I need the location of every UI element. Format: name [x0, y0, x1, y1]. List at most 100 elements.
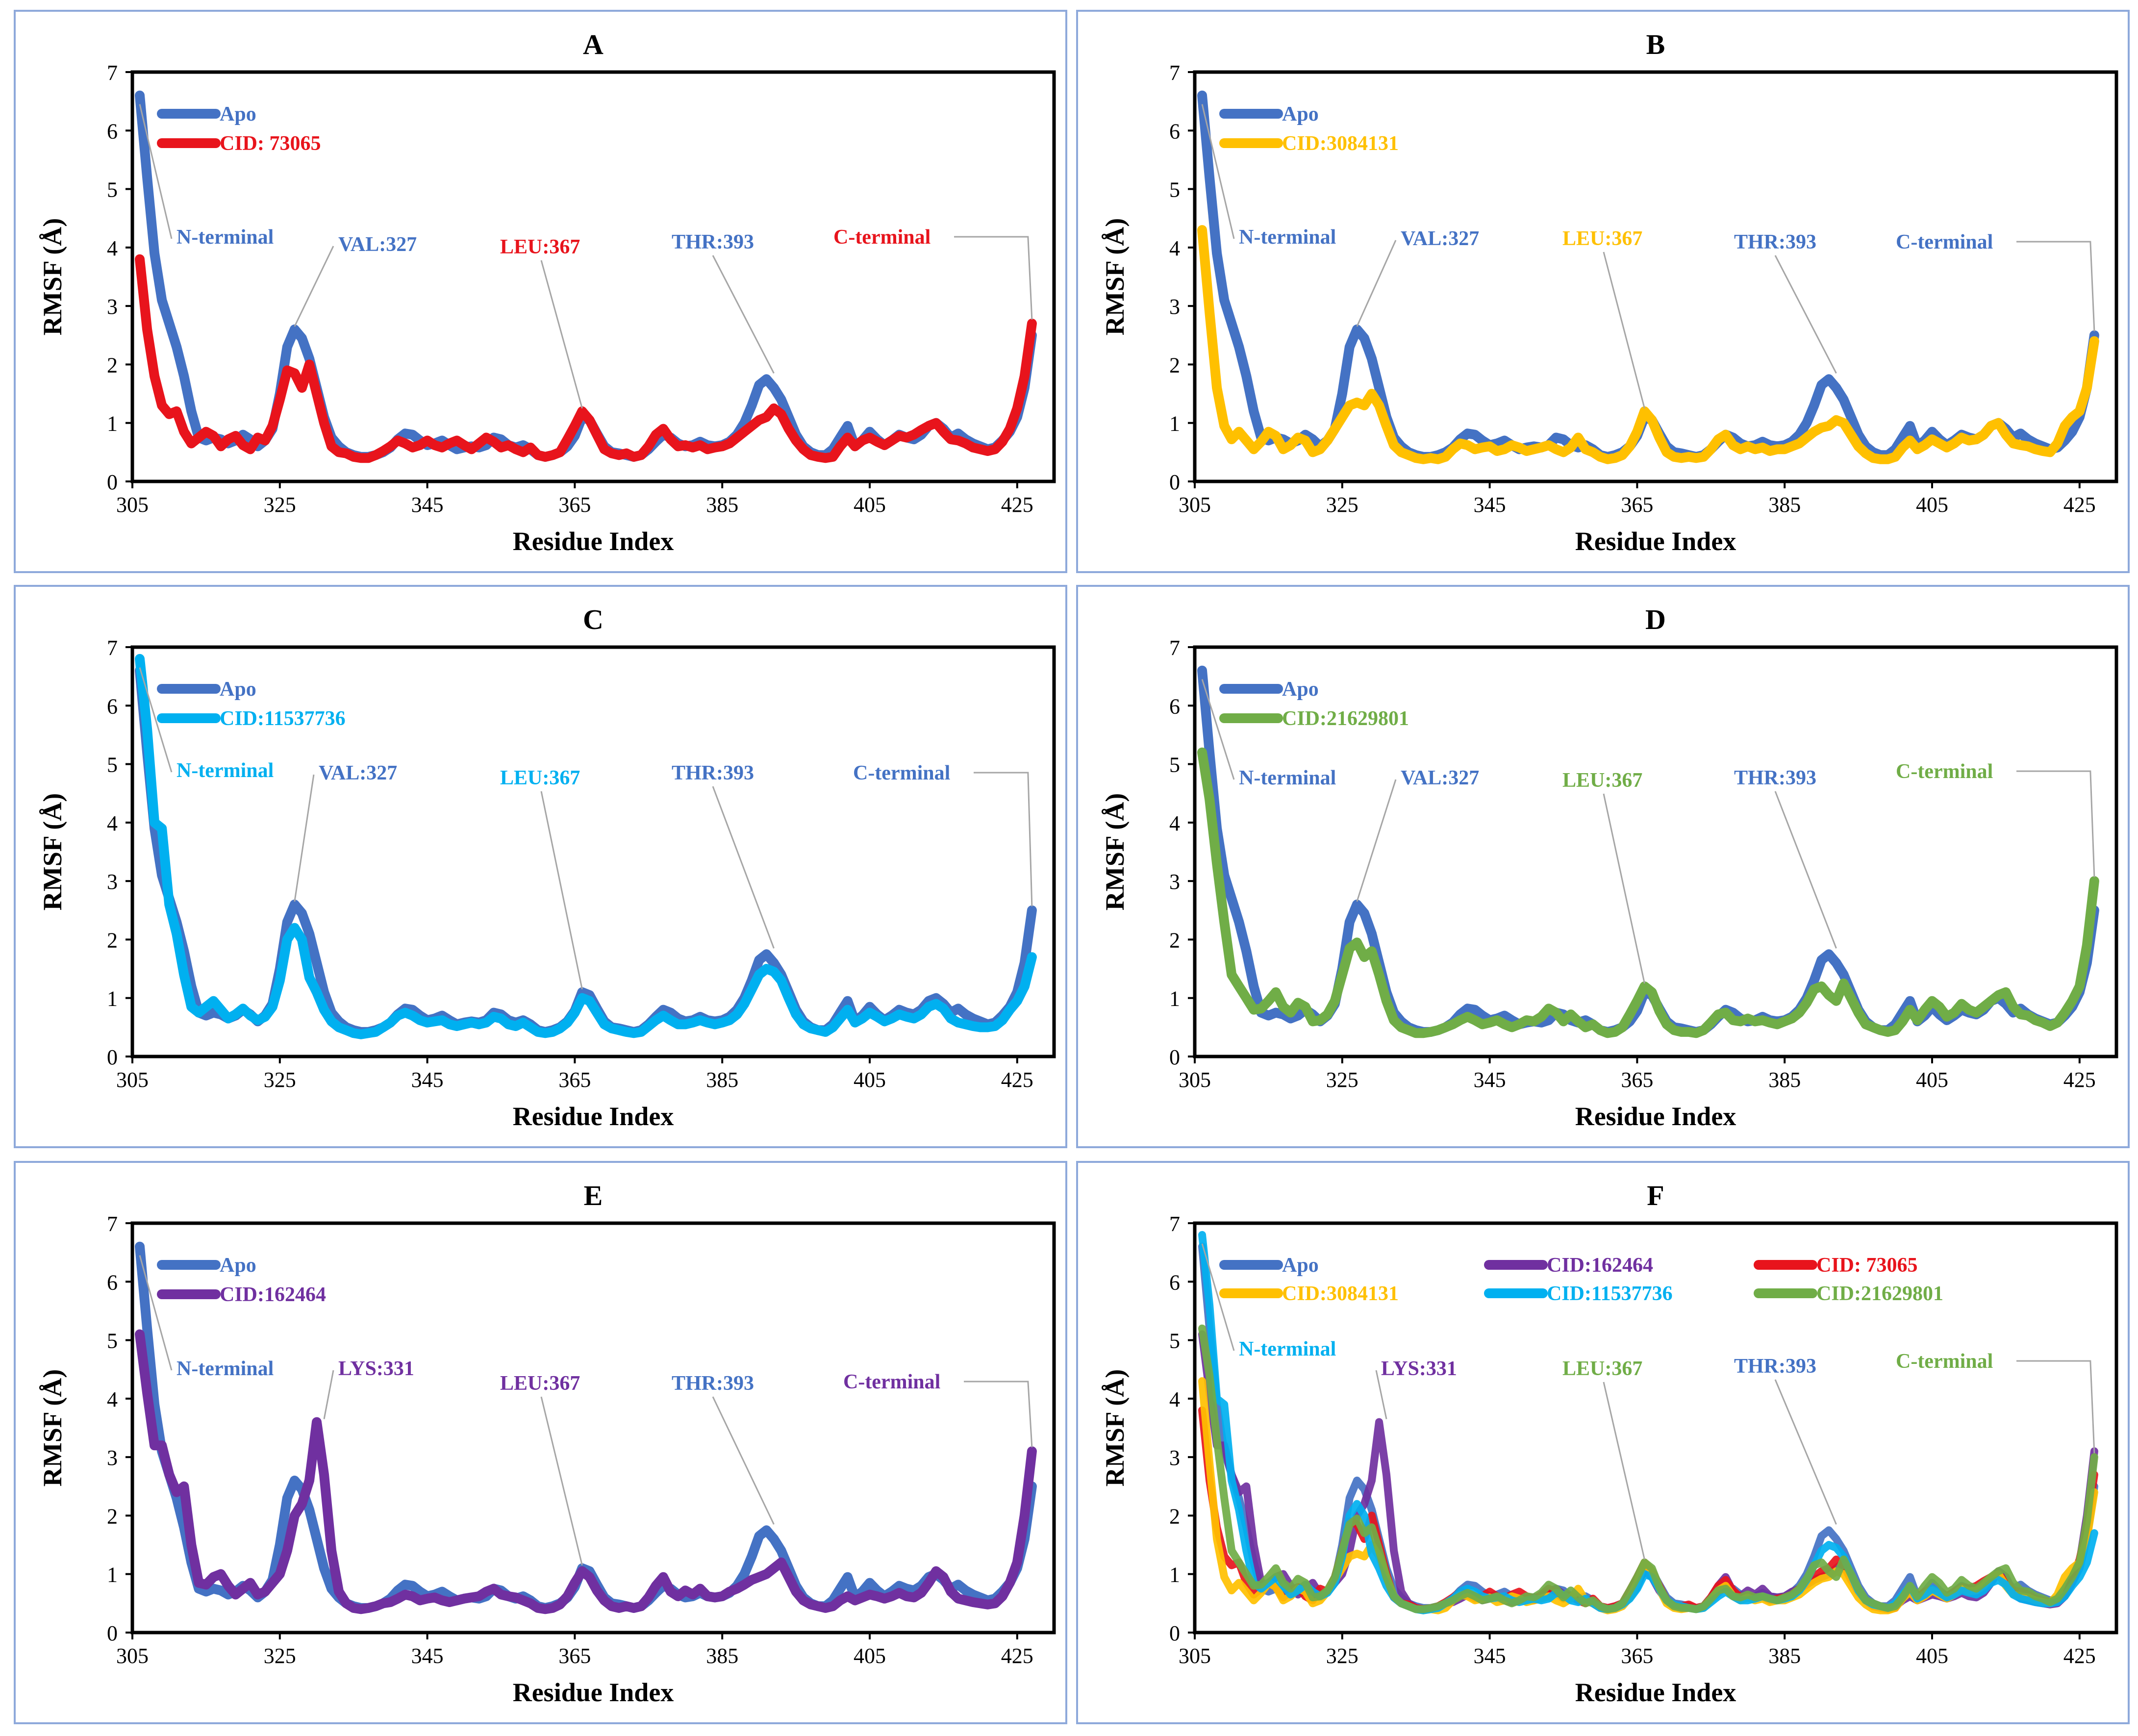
legend-label: CID: 73065: [220, 132, 321, 155]
annotation-label: LYS:331: [1381, 1358, 1457, 1380]
y-tick-label: 2: [1169, 353, 1180, 377]
y-tick-label: 1: [107, 1563, 118, 1587]
leader-line: [1774, 791, 1837, 949]
legend-label: CID:162464: [220, 1283, 326, 1306]
x-axis-label: Residue Index: [1575, 1102, 1736, 1131]
y-tick-label: 6: [107, 694, 118, 718]
y-tick-label: 3: [1169, 295, 1180, 319]
x-axis-label: Residue Index: [513, 527, 674, 556]
y-tick-label: 3: [107, 1446, 118, 1470]
y-tick-label: 3: [107, 870, 118, 894]
legend-label: Apo: [220, 1254, 256, 1277]
x-tick-label: 345: [1474, 493, 1506, 517]
y-tick-label: 7: [1169, 1212, 1180, 1236]
y-tick-label: 4: [1169, 1387, 1180, 1411]
y-tick-label: 7: [1169, 61, 1180, 85]
leader-line: [139, 667, 173, 773]
annotation-label: THR:393: [1734, 231, 1816, 253]
legend-label: CID:11537736: [1547, 1283, 1673, 1305]
panel-border: [1076, 10, 2130, 573]
y-axis-label: RMSF (Å): [1100, 218, 1130, 335]
y-tick-label: 6: [1169, 119, 1180, 143]
legend-label: CID:3084131: [1282, 132, 1399, 155]
series-line-cid11537736: [1198, 1231, 2098, 1614]
x-tick-label: 385: [706, 493, 738, 517]
y-tick-label: 3: [1169, 870, 1180, 894]
chart-title: E: [584, 1180, 603, 1211]
x-tick-label: 405: [1916, 493, 1948, 517]
leader-line: [540, 1396, 583, 1566]
y-tick-label: 5: [107, 1329, 118, 1353]
x-tick-label: 385: [706, 1644, 738, 1668]
x-tick-label: 425: [1001, 1644, 1033, 1668]
x-axis-label: Residue Index: [1575, 527, 1736, 556]
leader-line: [540, 791, 583, 990]
y-tick-label: 1: [1169, 1563, 1180, 1587]
annotation-label: LEU:367: [500, 1372, 580, 1395]
y-tick-label: 1: [1169, 987, 1180, 1011]
annotation-label: N-terminal: [1239, 1338, 1336, 1360]
y-tick-label: 6: [1169, 1270, 1180, 1294]
y-tick-label: 5: [1169, 753, 1180, 777]
x-tick-label: 385: [1768, 493, 1801, 517]
x-tick-label: 385: [1768, 1644, 1801, 1668]
x-tick-label: 325: [1326, 493, 1358, 517]
y-tick-label: 7: [1169, 636, 1180, 660]
legend-label: Apo: [1282, 1254, 1319, 1277]
y-tick-label: 0: [107, 1621, 118, 1645]
x-tick-label: 305: [1179, 493, 1211, 517]
x-tick-label: 405: [1916, 1644, 1948, 1668]
x-tick-label: 305: [1179, 1644, 1211, 1668]
leader-line: [1201, 679, 1235, 780]
x-tick-label: 365: [1621, 493, 1653, 517]
annotation-label: VAL:327: [1401, 767, 1479, 789]
legend-label: CID:162464: [1547, 1254, 1653, 1277]
leader-line: [139, 104, 173, 239]
y-tick-label: 7: [107, 636, 118, 660]
series-line-cid3084131: [1197, 225, 2099, 464]
annotation-label: C-terminal: [833, 226, 931, 249]
y-tick-label: 5: [107, 753, 118, 777]
annotation-label: VAL:327: [319, 762, 397, 784]
annotation-label: THR:393: [672, 231, 754, 253]
chart-title: B: [1646, 28, 1665, 60]
annotation-label: LEU:367: [1562, 227, 1642, 250]
annotation-label: VAL:327: [338, 233, 417, 256]
series-line-cid21629801: [1198, 1324, 2098, 1613]
plot-area: [1193, 645, 2118, 1058]
annotation-label: VAL:327: [1401, 227, 1479, 250]
annotation-label: THR:393: [672, 1372, 754, 1395]
leader-line: [2016, 770, 2095, 878]
y-tick-label: 4: [107, 811, 118, 835]
plot-area: [130, 70, 1056, 483]
x-tick-label: 325: [264, 1068, 296, 1092]
annotation-label: C-terminal: [1896, 1350, 1993, 1373]
annotation-label: LEU:367: [1562, 1358, 1642, 1380]
x-axis-label: Residue Index: [513, 1678, 674, 1707]
leader-line: [294, 246, 334, 327]
annotation-label: C-terminal: [843, 1371, 940, 1393]
legend-label: CID:21629801: [1816, 1283, 1943, 1305]
x-tick-label: 325: [264, 1644, 296, 1668]
y-tick-label: 0: [107, 1045, 118, 1069]
y-tick-label: 0: [107, 470, 118, 494]
annotation-label: THR:393: [672, 762, 754, 784]
x-tick-label: 425: [2063, 493, 2096, 517]
annotation-label: LEU:367: [500, 767, 580, 789]
x-axis-label: Residue Index: [1575, 1678, 1736, 1707]
legend-label: CID: 73065: [1816, 1254, 1918, 1277]
plot-area: [130, 645, 1056, 1058]
y-tick-label: 2: [107, 1504, 118, 1528]
leader-line: [1375, 1370, 1387, 1419]
x-tick-label: 305: [116, 1068, 149, 1092]
x-tick-label: 305: [1179, 1068, 1211, 1092]
x-tick-label: 365: [1621, 1644, 1653, 1668]
x-tick-label: 325: [1326, 1068, 1358, 1092]
x-tick-label: 345: [1474, 1068, 1506, 1092]
legend-label: CID:3084131: [1282, 1283, 1399, 1305]
series-line-cid162464: [135, 1329, 1037, 1614]
leader-line: [974, 772, 1033, 906]
leader-line: [712, 786, 775, 949]
y-tick-label: 2: [107, 353, 118, 377]
